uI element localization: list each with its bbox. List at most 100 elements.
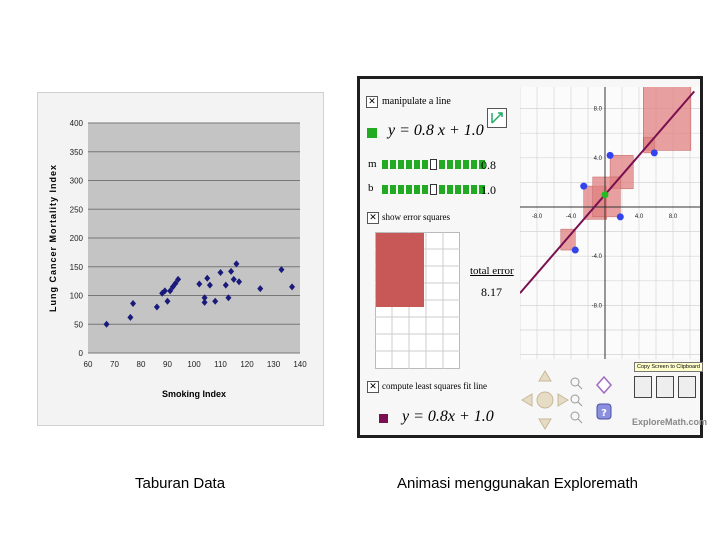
graph-y-tick-label: -8.0 xyxy=(592,303,603,309)
x-tick-label: 100 xyxy=(187,360,201,369)
error-square-fill xyxy=(376,233,424,307)
b-value: 1.0 xyxy=(481,183,496,197)
zoom-reset-icon[interactable] xyxy=(570,394,583,407)
data-point xyxy=(278,266,285,274)
graph-x-tick-label: -8.0 xyxy=(532,214,543,220)
copy-data-icon[interactable] xyxy=(678,376,696,398)
zoom-out-icon[interactable] xyxy=(570,411,583,424)
y-tick-label: 350 xyxy=(70,148,84,157)
graph-y-tick-label: 4.0 xyxy=(594,156,603,162)
graph-point[interactable] xyxy=(616,213,624,221)
svg-text:?: ? xyxy=(601,408,607,419)
data-point xyxy=(164,297,171,305)
caption-right: Animasi menggunakan Exploremath xyxy=(397,475,638,492)
pan-down-icon[interactable] xyxy=(538,418,552,430)
exploremath-logo: ExploreMath.com xyxy=(632,417,708,427)
x-tick-label: 60 xyxy=(84,360,93,369)
coordinate-graph[interactable]: -8.0 -4.0 4.0 8.0 8.0 4.0 -4.0 -8.0 xyxy=(520,87,700,359)
graph-x-tick-label: 8.0 xyxy=(669,214,678,220)
y-tick-label: 200 xyxy=(70,234,84,243)
graph-x-tick-label: 4.0 xyxy=(635,214,644,220)
m-slider[interactable] xyxy=(382,159,485,170)
total-error-label: total error xyxy=(470,265,514,277)
x-tick-label: 70 xyxy=(110,360,119,369)
data-point xyxy=(103,320,110,328)
data-point xyxy=(201,294,208,302)
copy-graph-icon[interactable] xyxy=(656,376,674,398)
zoom-in-icon[interactable] xyxy=(570,377,583,390)
scatter-chart: 0 50 100 150 200 250 300 350 400 60 70 80 90 100 110 1… xyxy=(48,119,307,399)
data-point xyxy=(175,275,182,283)
data-point xyxy=(233,260,240,268)
data-point xyxy=(257,285,264,293)
line-equation: y = 0.8 x + 1.0 xyxy=(388,122,484,139)
lsq-color-swatch xyxy=(379,414,388,423)
manipulate-checkbox[interactable]: ✕ xyxy=(366,96,378,108)
help-icon[interactable] xyxy=(596,403,612,420)
show-error-label: show error squares xyxy=(382,212,450,222)
line-color-swatch xyxy=(367,128,377,138)
y-tick-label: 250 xyxy=(70,205,84,214)
data-point xyxy=(206,281,213,289)
pan-left-icon[interactable] xyxy=(521,393,533,407)
m-slider-thumb[interactable] xyxy=(430,159,437,170)
x-tick-label: 140 xyxy=(293,360,307,369)
b-slider[interactable] xyxy=(382,184,485,195)
show-error-checkbox[interactable]: ✕ xyxy=(367,212,379,224)
graph-point[interactable] xyxy=(580,182,588,190)
b-slider-thumb[interactable] xyxy=(430,184,437,195)
data-point xyxy=(130,300,137,308)
data-point xyxy=(161,287,168,295)
least-squares-label: compute least squares fit line xyxy=(382,381,487,391)
graph-x-tick-label: -4.0 xyxy=(566,214,577,220)
data-point xyxy=(196,280,203,288)
exploremath-applet: ✕ manipulate a line y = 0.8 x + 1.0 m 0.… xyxy=(357,76,707,438)
data-point xyxy=(217,269,224,276)
error-squares-grid xyxy=(375,232,467,377)
pan-center-icon[interactable] xyxy=(536,391,554,409)
pan-right-icon[interactable] xyxy=(557,393,569,407)
pan-up-icon[interactable] xyxy=(538,370,552,382)
data-point xyxy=(201,298,208,306)
point-tool-icon[interactable] xyxy=(596,375,612,395)
data-point xyxy=(225,294,232,302)
graph-y-tick-label: 8.0 xyxy=(594,107,603,113)
clipboard-icons[interactable] xyxy=(634,376,698,398)
m-value: 0.8 xyxy=(481,158,496,172)
total-error-value: 8.17 xyxy=(481,285,502,299)
tool-icons[interactable]: ? xyxy=(594,375,614,425)
data-point xyxy=(204,274,211,282)
x-tick-label: 110 xyxy=(214,360,227,369)
copy-clipboard-tooltip: Copy Screen to Clipboard xyxy=(634,362,703,372)
data-point xyxy=(167,287,174,295)
b-label: b xyxy=(368,182,374,194)
y-tick-label: 400 xyxy=(70,119,84,128)
copy-line-icon[interactable] xyxy=(487,108,507,128)
x-tick-label: 130 xyxy=(267,360,281,369)
graph-point[interactable] xyxy=(606,151,614,159)
graph-y-tick-label: -4.0 xyxy=(592,254,603,260)
x-tick-label: 80 xyxy=(137,360,146,369)
x-tick-label: 90 xyxy=(163,360,172,369)
data-point xyxy=(212,297,219,305)
y-tick-label: 50 xyxy=(74,320,83,329)
pan-control-pad[interactable] xyxy=(520,369,570,431)
intercept-handle[interactable] xyxy=(601,191,609,199)
least-squares-equation: y = 0.8x + 1.0 xyxy=(402,408,494,425)
y-tick-label: 300 xyxy=(70,177,84,186)
x-tick-label: 120 xyxy=(240,360,254,369)
copy-screen-icon[interactable] xyxy=(634,376,652,398)
data-point xyxy=(228,267,235,275)
y-tick-label: 150 xyxy=(70,263,84,272)
zoom-controls[interactable] xyxy=(567,375,587,429)
applet-inner: ✕ manipulate a line y = 0.8 x + 1.0 m 0.… xyxy=(360,79,707,435)
y-tick-label: 0 xyxy=(79,349,84,358)
m-label: m xyxy=(368,158,377,170)
graph-point[interactable] xyxy=(650,149,658,157)
caption-left: Taburan Data xyxy=(135,475,226,492)
least-squares-checkbox[interactable]: ✕ xyxy=(367,381,379,393)
y-axis-label: Lung Cancer Mortality Index xyxy=(48,164,58,312)
manipulate-label: manipulate a line xyxy=(382,96,451,107)
data-point xyxy=(153,303,160,311)
graph-point[interactable] xyxy=(571,246,579,254)
